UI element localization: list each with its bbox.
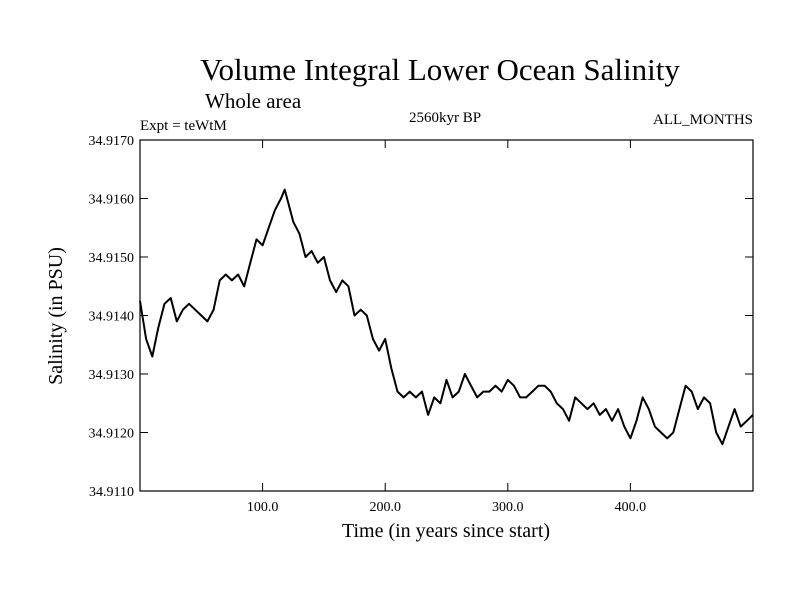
x-tick-label: 300.0 [492, 500, 524, 515]
y-tick-label: 34.9170 [89, 134, 135, 149]
period-label: 2560kyr BP [409, 110, 481, 126]
chart-subtitle: Whole area [205, 89, 302, 113]
months-label: ALL_MONTHS [653, 112, 753, 128]
y-tick-label: 34.9130 [89, 368, 135, 383]
y-axis: 34.9110 34.9120 34.9130 34.9140 34.9150 34.91… [89, 134, 753, 500]
y-tick-label: 34.9160 [89, 193, 135, 208]
x-tick-label: 400.0 [615, 500, 647, 515]
expt-label: Expt = teWtM [140, 118, 227, 134]
chart-title: Volume Integral Lower Ocean Salinity [200, 52, 680, 87]
x-axis-label: Time (in years since start) [342, 520, 550, 542]
x-axis: 100.0 200.0 300.0 400.0 [247, 140, 646, 515]
y-tick-label: 34.9150 [89, 251, 135, 266]
x-tick-label: 100.0 [247, 500, 279, 515]
plot-frame [139, 139, 754, 492]
x-tick-label: 200.0 [369, 500, 401, 515]
y-tick-label: 34.9110 [89, 485, 134, 500]
y-axis-label: Salinity (in PSU) [45, 247, 67, 385]
salinity-series-line [139, 188, 754, 446]
y-tick-label: 34.9120 [89, 427, 135, 442]
y-tick-label: 34.9140 [89, 310, 135, 325]
